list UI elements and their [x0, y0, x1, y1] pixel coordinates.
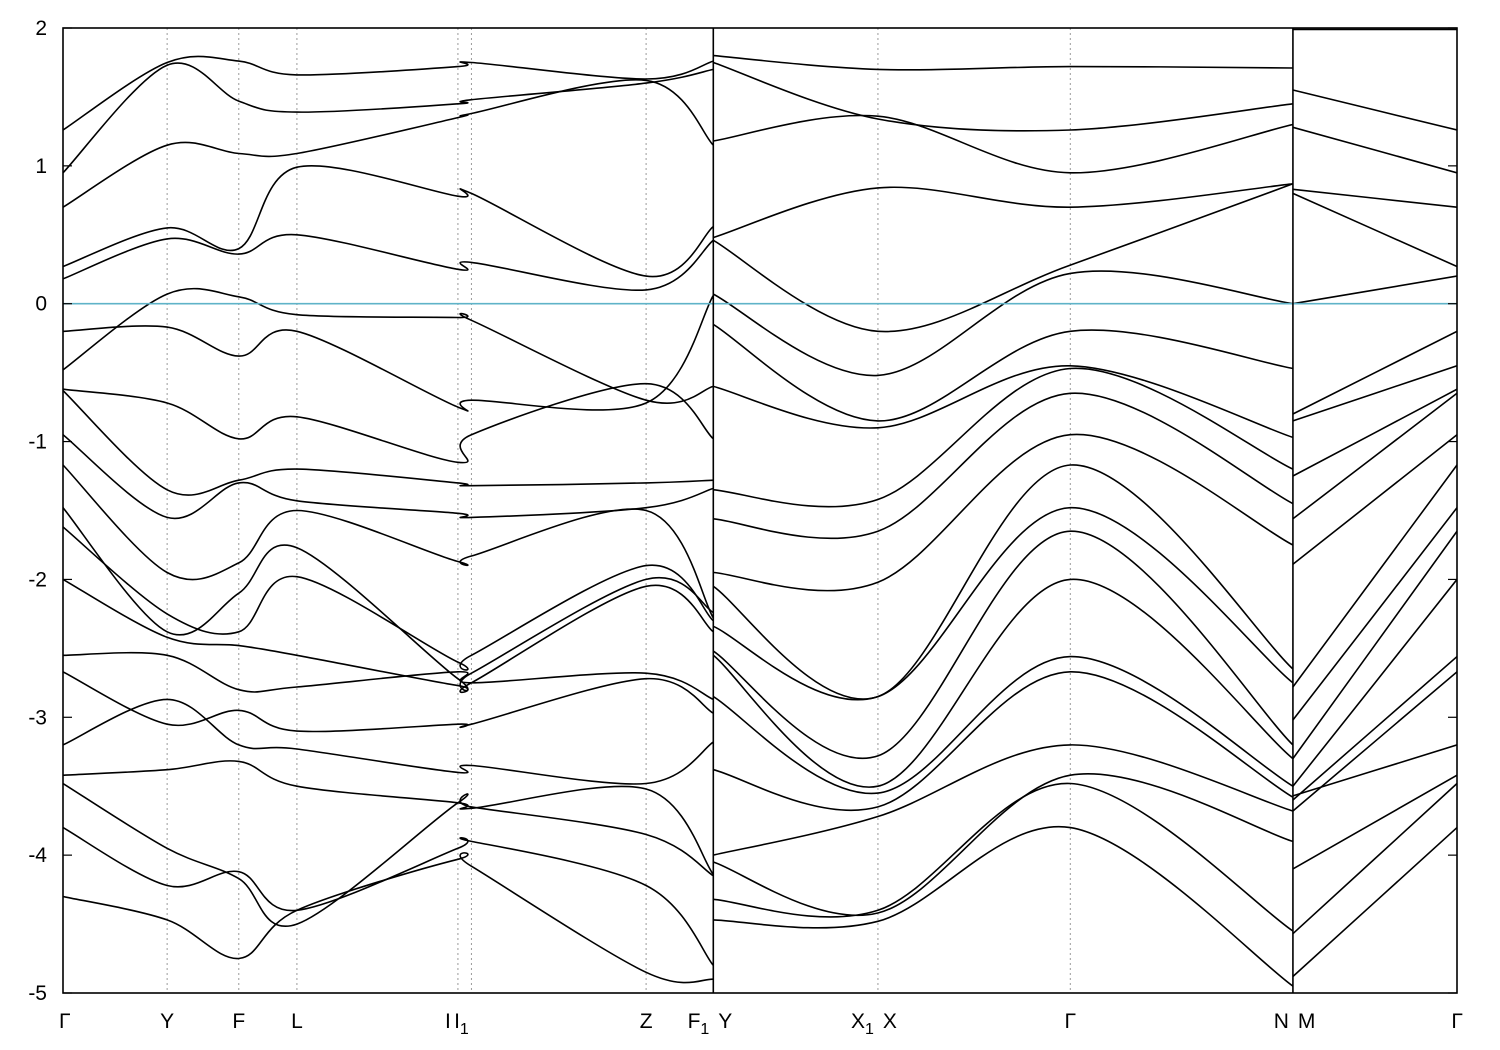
band-line-8 — [63, 530, 1457, 760]
band-line-4 — [63, 744, 1457, 875]
band-line-16 — [63, 270, 1457, 412]
x-tick-label: X — [883, 1010, 897, 1033]
x-tick-label: Z — [640, 1010, 653, 1033]
band-line-2 — [63, 782, 1457, 966]
bands — [63, 28, 1457, 987]
band-line-7 — [63, 578, 1457, 788]
path-break-lines — [712, 28, 1294, 993]
band-line-20 — [63, 61, 1457, 174]
y-tick-label: -5 — [28, 982, 47, 1005]
plot-background — [63, 28, 1457, 993]
x-tick-label: N — [1274, 1010, 1289, 1033]
band-line-10 — [63, 464, 1457, 700]
band-line-19 — [63, 79, 1457, 208]
band-line-14 — [63, 364, 1457, 464]
x-axis: Γ Y F L I I1 Z F1 Y X1 X Γ N M Γ — [59, 1010, 1463, 1038]
x-tick-label: F — [232, 1010, 245, 1033]
x-tick-label: Y — [160, 1010, 174, 1033]
x-tick-label: F1 — [688, 1010, 710, 1038]
band-line-6 — [63, 655, 1457, 801]
y-axis: -5 -4 -3 -2 -1 0 1 2 — [28, 17, 1457, 1005]
x-tick-label: Y — [718, 1010, 732, 1033]
x-tick-label: L — [291, 1010, 303, 1033]
y-tick-label: -4 — [28, 844, 47, 867]
x-tick-label: Γ — [59, 1010, 71, 1033]
x-tick-label: Γ — [1065, 1010, 1077, 1033]
band-line-13 — [63, 367, 1457, 508]
y-tick-label: -1 — [28, 431, 47, 454]
band-line-21 — [63, 28, 1457, 131]
x-tick-label: I1 — [454, 1010, 469, 1038]
band-line-17 — [63, 183, 1457, 333]
band-line-1 — [63, 825, 1457, 987]
plot-frame — [62, 27, 1458, 994]
y-tick-label: 0 — [35, 293, 47, 316]
band-line-15 — [63, 287, 1457, 422]
band-line-5 — [63, 670, 1457, 812]
x-tick-label: I — [445, 1010, 451, 1033]
band-line-12 — [63, 392, 1457, 540]
y-tick-label: 2 — [35, 17, 47, 40]
y-tick-label: 1 — [35, 155, 47, 178]
band-line-9 — [63, 506, 1457, 721]
x-tick-label: X1 — [851, 1010, 874, 1038]
band-line-18 — [63, 165, 1457, 278]
band-line-3 — [63, 773, 1457, 927]
y-tick-label: -2 — [28, 568, 47, 591]
x-tick-label: Γ — [1451, 1010, 1463, 1033]
x-tick-label: M — [1298, 1010, 1316, 1033]
y-tick-label: -3 — [28, 706, 47, 729]
